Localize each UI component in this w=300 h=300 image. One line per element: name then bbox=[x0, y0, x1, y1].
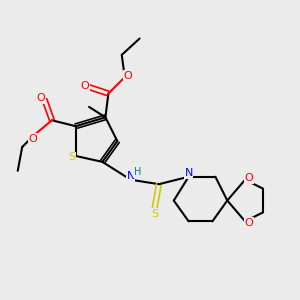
Text: S: S bbox=[69, 152, 76, 162]
Text: S: S bbox=[151, 209, 158, 219]
Text: O: O bbox=[37, 93, 45, 103]
Text: H: H bbox=[134, 167, 141, 177]
Text: O: O bbox=[244, 218, 253, 228]
Text: O: O bbox=[123, 71, 132, 81]
Text: O: O bbox=[80, 81, 89, 91]
Text: N: N bbox=[184, 168, 193, 178]
Text: O: O bbox=[28, 134, 37, 144]
Text: N: N bbox=[127, 171, 135, 181]
Text: O: O bbox=[244, 173, 253, 183]
